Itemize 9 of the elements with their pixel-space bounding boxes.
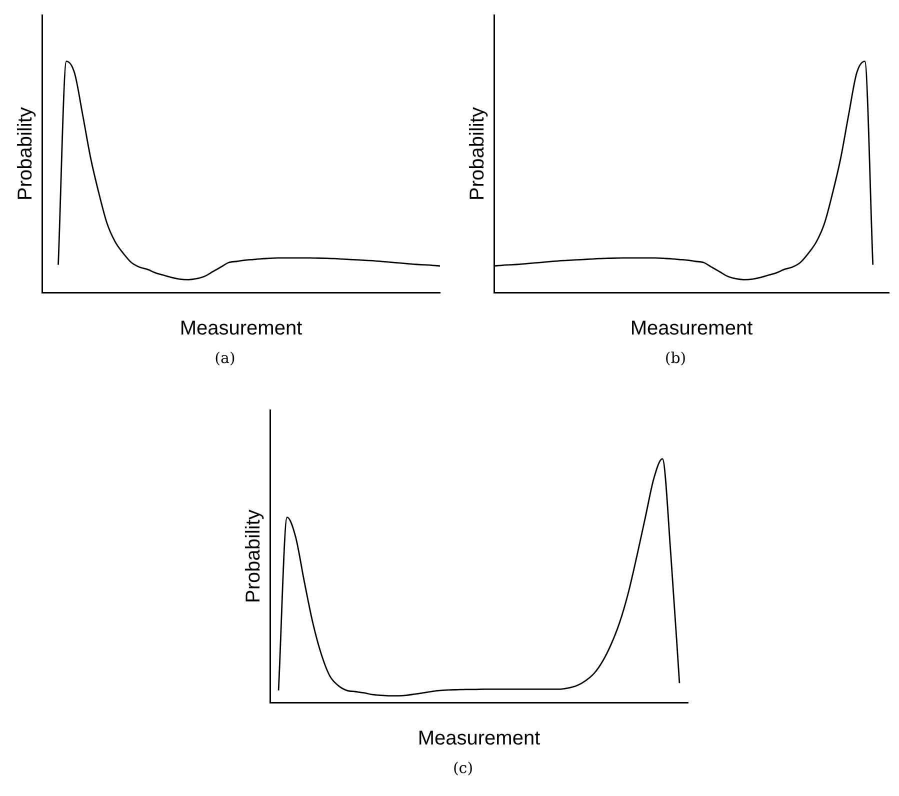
y-axis-title: Probability <box>14 107 37 200</box>
x-axis-title: Measurement <box>180 318 303 340</box>
y-axis-title: Probability <box>242 510 265 603</box>
text: (b) <box>664 349 688 367</box>
x-axis-title: Measurement <box>418 728 541 750</box>
x-axis-title: Measurement <box>630 318 754 340</box>
text: (c) <box>452 759 474 777</box>
y-axis-title: Probability <box>466 107 489 200</box>
text: (a) <box>214 349 236 367</box>
